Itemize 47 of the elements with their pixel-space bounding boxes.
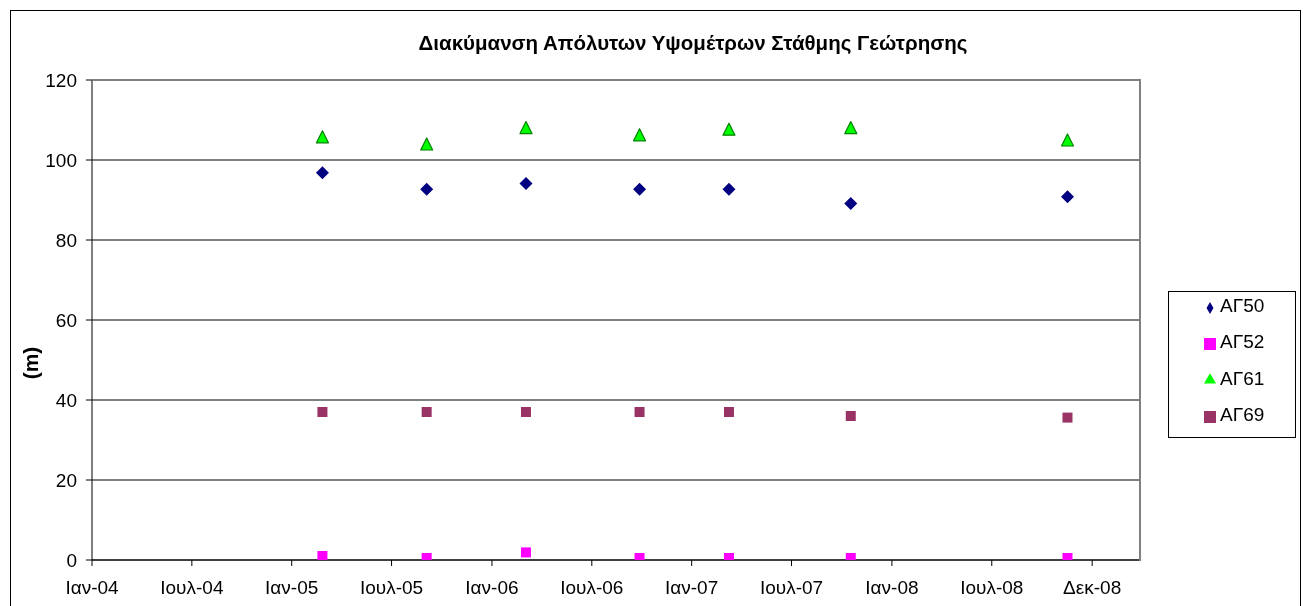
point	[520, 407, 531, 417]
legend-label: ΑΓ69	[1220, 403, 1265, 425]
x-tick-label: Ιουλ-06	[560, 577, 624, 599]
point	[722, 122, 736, 136]
y-tick-label: 120	[45, 69, 77, 91]
point	[845, 411, 856, 421]
x-tick-label: Ιαν-08	[865, 577, 919, 599]
point	[317, 551, 328, 560]
chart-title: Διακύμανση Απόλυτων Υψομέτρων Στάθμης Γεώτρησης	[417, 31, 969, 54]
x-tick-label: Ιουλ-05	[359, 577, 424, 599]
point	[317, 407, 328, 417]
point	[1060, 190, 1074, 204]
x-tick-label: Ιαν-04	[65, 577, 120, 599]
y-axis-title: (m)	[19, 346, 43, 380]
point	[420, 137, 434, 151]
x-tick-label: Ιουλ-07	[759, 577, 824, 599]
legend-label: ΑΓ52	[1220, 331, 1265, 353]
y-tick-label: 40	[55, 389, 77, 411]
point	[1060, 133, 1075, 147]
point	[632, 128, 647, 142]
point	[634, 407, 645, 417]
legend-label: ΑΓ61	[1220, 367, 1265, 389]
y-tick-label: 60	[55, 309, 77, 331]
x-tick-label: Ιαν-07	[665, 577, 719, 599]
y-tick-label: 0	[66, 549, 77, 571]
x-tick-label: Ιουλ-08	[960, 577, 1024, 599]
y-tick-label: 20	[55, 469, 77, 491]
point	[520, 547, 531, 558]
point	[722, 182, 736, 196]
point	[844, 197, 858, 211]
point	[519, 177, 533, 191]
point	[519, 121, 533, 135]
x-tick-label: Ιουλ-04	[160, 577, 224, 599]
point	[420, 182, 434, 196]
point	[633, 182, 647, 196]
x-tick-label: Δεκ-08	[1063, 577, 1122, 599]
y-tick-label: 80	[55, 229, 77, 251]
point	[844, 121, 858, 135]
point	[1062, 412, 1073, 423]
x-tick-label: Ιαν-06	[465, 577, 519, 599]
legend-label: ΑΓ50	[1220, 295, 1265, 316]
point	[315, 166, 329, 180]
x-tick-label: Ιαν-05	[265, 577, 319, 599]
point	[315, 130, 330, 144]
point	[421, 407, 432, 417]
point	[723, 407, 734, 417]
y-tick-label: 100	[45, 149, 77, 171]
